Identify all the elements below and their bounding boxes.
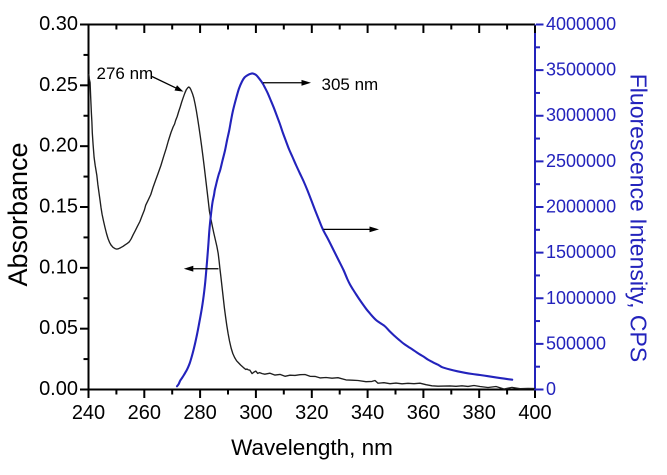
svg-text:1500000: 1500000 xyxy=(546,242,616,262)
svg-text:1000000: 1000000 xyxy=(546,288,616,308)
svg-text:0.15: 0.15 xyxy=(39,196,78,218)
svg-text:500000: 500000 xyxy=(546,333,606,353)
svg-text:4000000: 4000000 xyxy=(546,14,616,34)
svg-text:380: 380 xyxy=(463,402,496,424)
svg-text:0.30: 0.30 xyxy=(39,13,78,35)
svg-text:280: 280 xyxy=(183,402,216,424)
svg-text:Fluorescence Intensity, CPS: Fluorescence Intensity, CPS xyxy=(626,74,652,362)
svg-text:Wavelength, nm: Wavelength, nm xyxy=(231,435,393,460)
svg-text:0.05: 0.05 xyxy=(39,317,78,339)
svg-text:300: 300 xyxy=(239,402,272,424)
svg-text:0.25: 0.25 xyxy=(39,74,78,96)
svg-text:276 nm: 276 nm xyxy=(97,64,154,83)
svg-text:3000000: 3000000 xyxy=(546,105,616,125)
svg-text:360: 360 xyxy=(407,402,440,424)
svg-text:0.00: 0.00 xyxy=(39,378,78,400)
svg-text:260: 260 xyxy=(128,402,161,424)
svg-text:2000000: 2000000 xyxy=(546,197,616,217)
svg-text:Absorbance: Absorbance xyxy=(3,142,33,286)
svg-text:340: 340 xyxy=(351,402,384,424)
svg-text:240: 240 xyxy=(72,402,105,424)
svg-text:305 nm: 305 nm xyxy=(322,75,379,94)
svg-text:0.20: 0.20 xyxy=(39,135,78,157)
svg-text:0.10: 0.10 xyxy=(39,256,78,278)
svg-text:400: 400 xyxy=(518,402,551,424)
svg-text:0: 0 xyxy=(546,379,556,399)
svg-text:320: 320 xyxy=(295,402,328,424)
svg-text:3500000: 3500000 xyxy=(546,60,616,80)
svg-text:2500000: 2500000 xyxy=(546,151,616,171)
